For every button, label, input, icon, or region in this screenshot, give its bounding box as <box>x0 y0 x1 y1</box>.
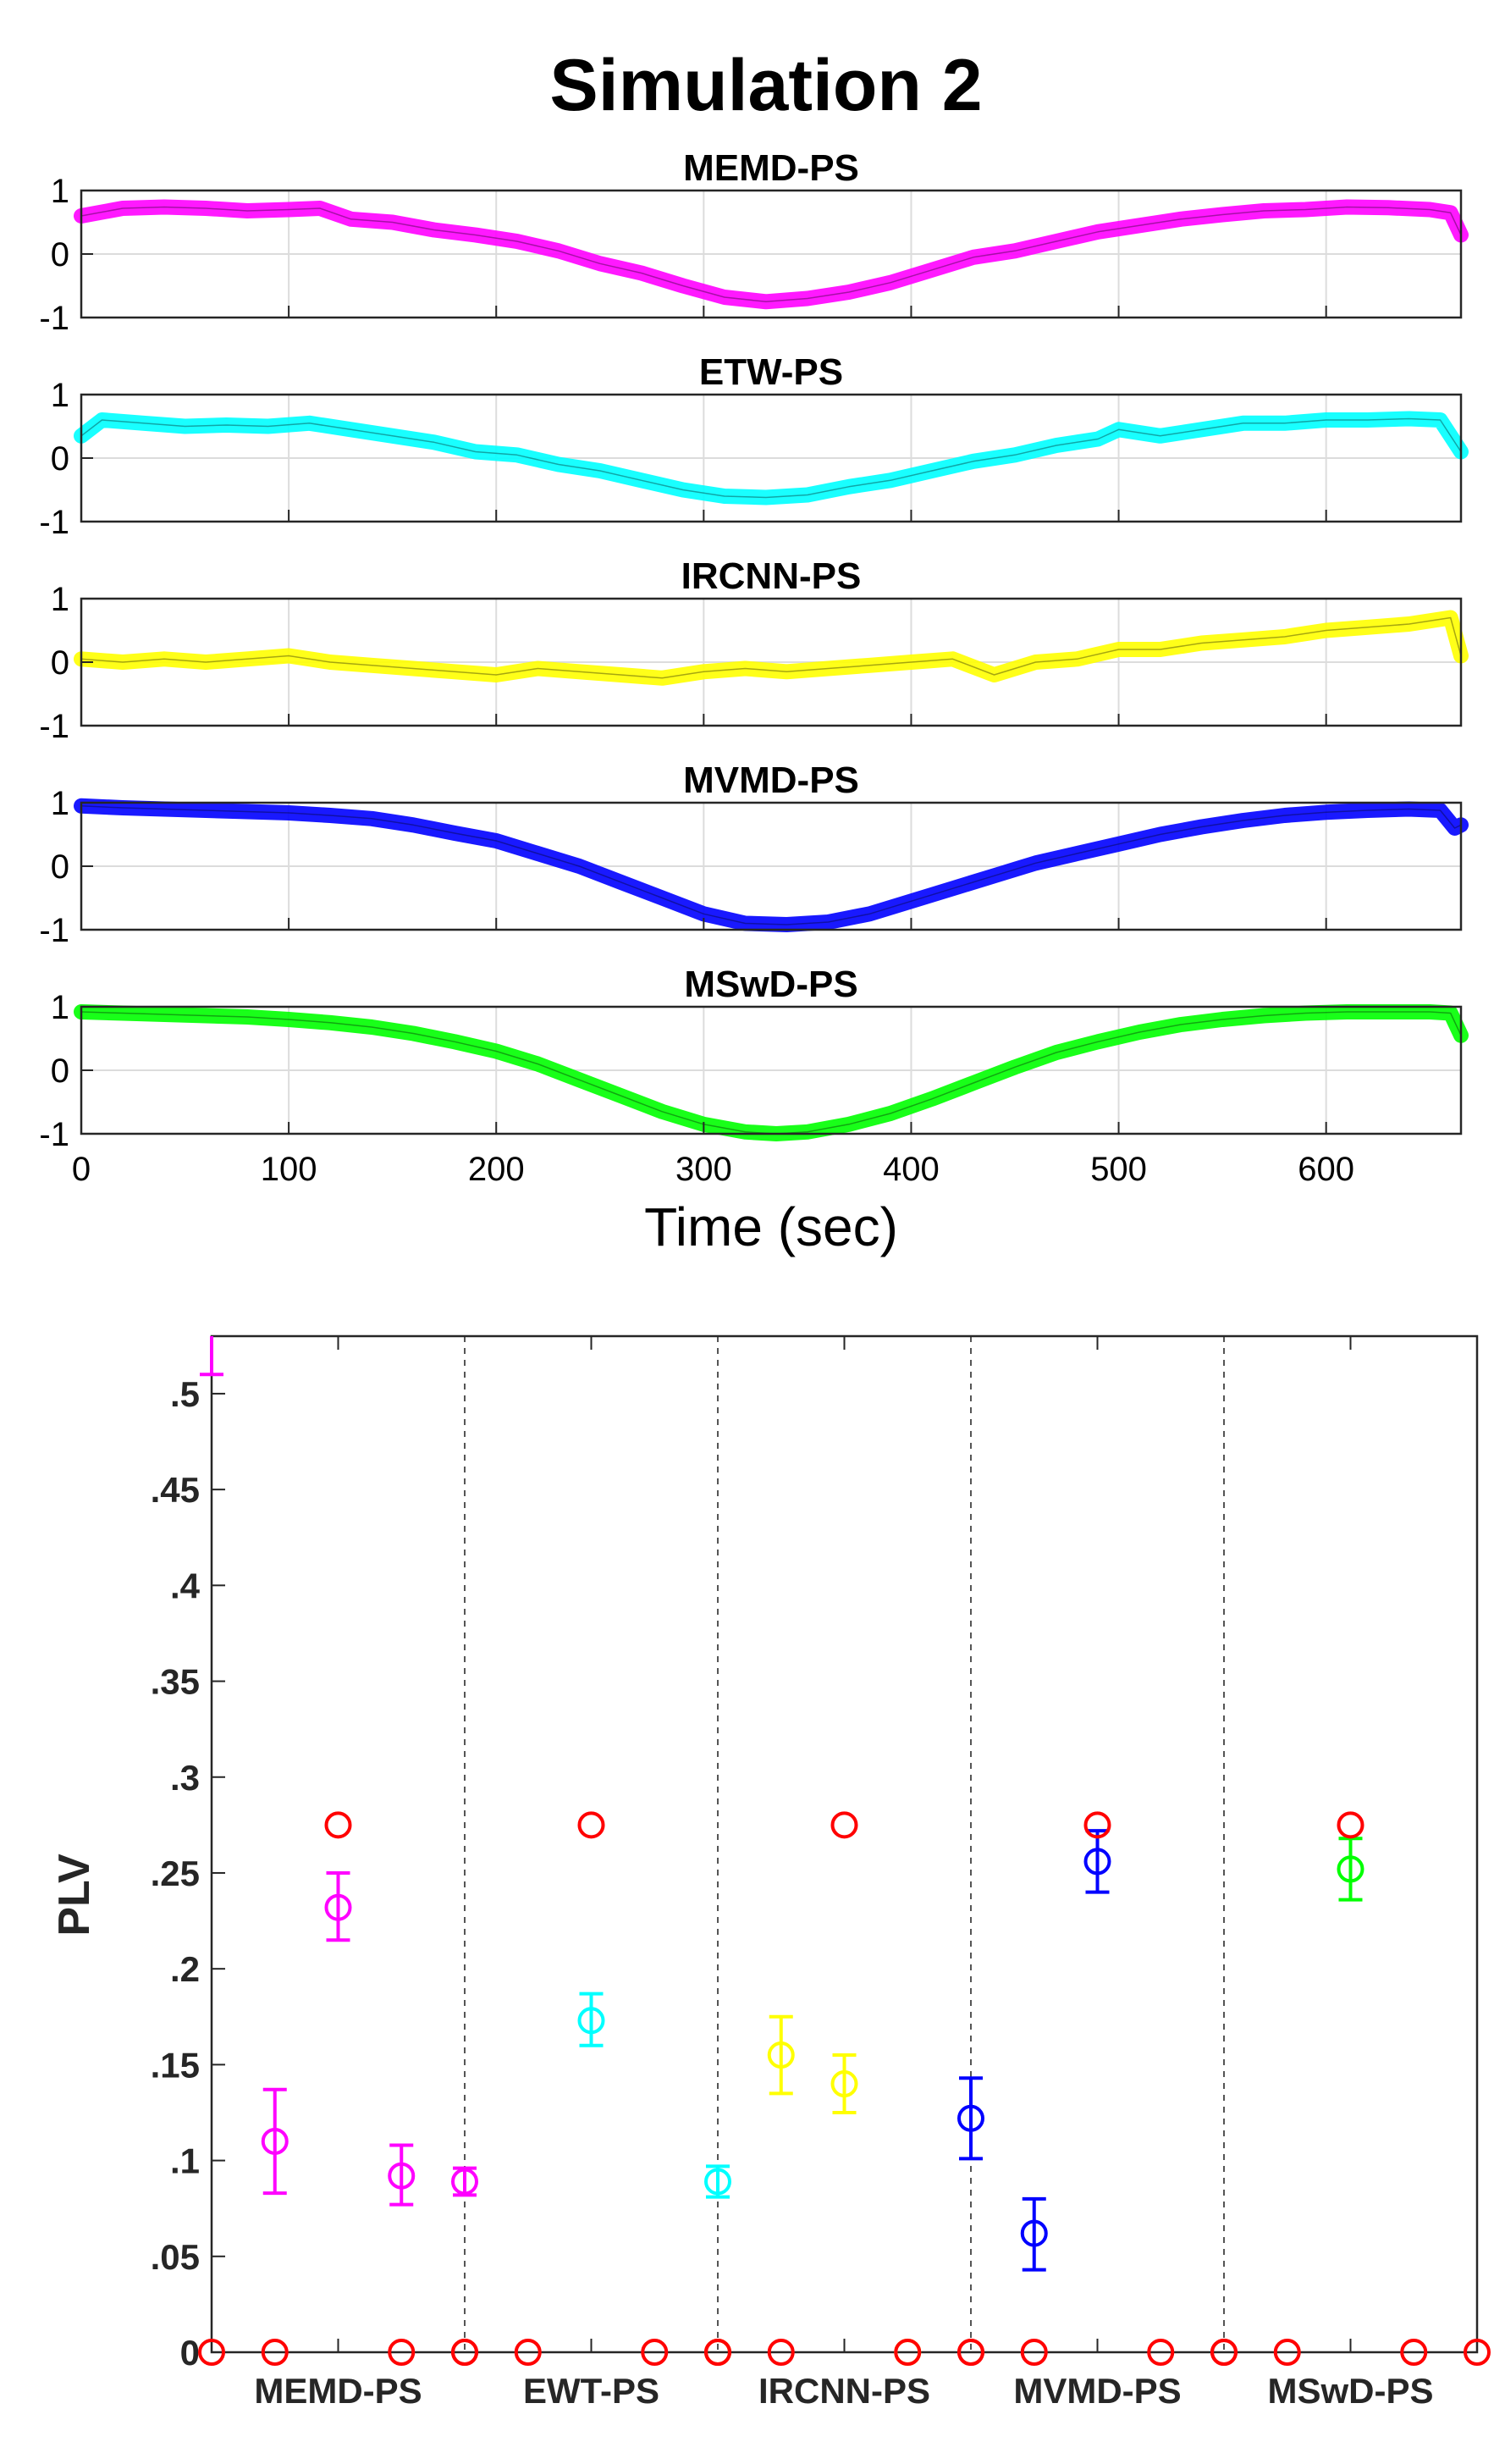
panel-title: MSwD-PS <box>684 964 857 1005</box>
series-core <box>80 616 1462 679</box>
x-tick-label: 300 <box>675 1151 732 1188</box>
y-tick-label: -1 <box>39 300 69 337</box>
category-label: EWT-PS <box>523 2371 659 2411</box>
x-tick-label: 200 <box>468 1151 525 1188</box>
plv-y-tick-label: .4 <box>170 1566 201 1605</box>
estimate-marker <box>451 2168 478 2196</box>
y-tick-label: 0 <box>51 440 69 478</box>
x-tick-label: 0 <box>72 1151 91 1188</box>
line-panel-2: ETW-PS -1 0 1 <box>39 351 1469 541</box>
series-core <box>80 206 1462 303</box>
reference-marker <box>1273 2339 1301 2366</box>
y-tick-label: -1 <box>39 1116 69 1153</box>
line-panel-3: IRCNN-PS -1 0 1 <box>39 555 1469 745</box>
line-panels: MEMD-PS-101ETW-PS-101IRCNN-PS-101MVMD-PS… <box>39 147 1469 1257</box>
y-tick-label: 0 <box>51 848 69 886</box>
reference-marker <box>1020 2339 1048 2366</box>
reference-marker <box>1337 1811 1364 1839</box>
reference-marker <box>767 2339 795 2366</box>
estimate-marker <box>704 2168 731 2196</box>
x-tick-label: 100 <box>261 1151 317 1188</box>
estimate-marker <box>1020 2219 1048 2247</box>
plv-y-tick-label: 0 <box>180 2333 200 2373</box>
reference-marker <box>704 2339 731 2366</box>
series-core <box>80 805 1462 925</box>
reference-marker <box>1083 1811 1111 1839</box>
estimate-marker <box>1337 1855 1364 1883</box>
reference-marker <box>261 2339 289 2366</box>
x-tick-label: 400 <box>883 1151 940 1188</box>
y-tick-label: 1 <box>51 173 69 210</box>
figure-title: Simulation 2 <box>549 45 982 126</box>
reference-marker <box>957 2339 984 2366</box>
reference-marker <box>830 1811 858 1839</box>
panel-title: ETW-PS <box>699 351 843 393</box>
y-tick-label: 1 <box>51 785 69 822</box>
reference-marker <box>324 1811 352 1839</box>
y-tick-label: 1 <box>51 989 69 1026</box>
series-line <box>74 798 1469 932</box>
reference-marker <box>1400 2339 1428 2366</box>
category-label: MEMD-PS <box>254 2371 422 2411</box>
y-tick-label: 0 <box>51 644 69 682</box>
reference-marker <box>198 2339 225 2366</box>
category-label: MSwD-PS <box>1267 2371 1433 2411</box>
y-tick-label: 0 <box>51 1052 69 1090</box>
series-line <box>74 610 1469 686</box>
estimate-marker <box>577 2007 605 2035</box>
estimate-marker <box>1083 1848 1111 1876</box>
x-tick-label: 500 <box>1090 1151 1147 1188</box>
x-tick-label: 600 <box>1298 1151 1354 1188</box>
plv-y-tick-label: .1 <box>170 2141 200 2181</box>
reference-marker <box>1147 2339 1175 2366</box>
plv-data <box>198 1336 1491 2366</box>
plv-y-tick-label: .3 <box>170 1758 200 1798</box>
reference-marker <box>641 2339 669 2366</box>
plv-y-tick-label: .25 <box>151 1854 200 1893</box>
panel-title: IRCNN-PS <box>681 555 862 597</box>
panel-title: MVMD-PS <box>683 760 859 801</box>
line-panel-4: MVMD-PS -1 0 1 <box>39 760 1469 949</box>
y-tick-label: 1 <box>51 581 69 618</box>
plv-y-tick-label: .2 <box>170 1949 200 1989</box>
y-tick-label: 1 <box>51 377 69 414</box>
y-tick-label: -1 <box>39 504 69 541</box>
y-tick-label: 0 <box>51 236 69 273</box>
reference-marker <box>577 1811 605 1839</box>
panel-title: MEMD-PS <box>683 147 859 189</box>
plv-y-tick-label: .05 <box>151 2237 200 2277</box>
reference-marker <box>514 2339 542 2366</box>
reference-marker <box>388 2339 416 2366</box>
plv-y-tick-label: .5 <box>170 1374 200 1414</box>
category-label: MVMD-PS <box>1013 2371 1181 2411</box>
plv-panel: 0 .05 .1 .15 .2 .25 .3 .35 .4 .45 .5 PLV MEMD-PS EWT-… <box>50 1334 1491 2411</box>
plv-y-tick-label: .45 <box>151 1470 200 1510</box>
x-axis-label: Time (sec) <box>644 1196 898 1257</box>
y-tick-label: -1 <box>39 912 69 949</box>
estimate-marker <box>957 2104 984 2132</box>
plv-y-axis-label: PLV <box>50 1854 99 1936</box>
line-panel-1: MEMD-PS -1 0 1 <box>39 147 1469 337</box>
plv-y-tick-label: .15 <box>151 2045 200 2085</box>
estimate-marker <box>324 1893 352 1921</box>
reference-marker <box>451 2339 478 2366</box>
reference-marker <box>1210 2339 1238 2366</box>
series-line <box>74 411 1469 506</box>
estimate-marker <box>388 2162 416 2190</box>
estimate-marker <box>261 2127 289 2155</box>
y-tick-label: -1 <box>39 708 69 745</box>
category-label: IRCNN-PS <box>758 2371 930 2411</box>
series-core <box>80 417 1462 499</box>
estimate-marker <box>767 2041 795 2069</box>
reference-marker <box>1464 2339 1491 2366</box>
estimate-marker <box>830 2070 858 2098</box>
series-line <box>74 199 1469 310</box>
plv-y-tick-label: .35 <box>151 1662 200 1702</box>
reference-marker <box>894 2339 922 2366</box>
